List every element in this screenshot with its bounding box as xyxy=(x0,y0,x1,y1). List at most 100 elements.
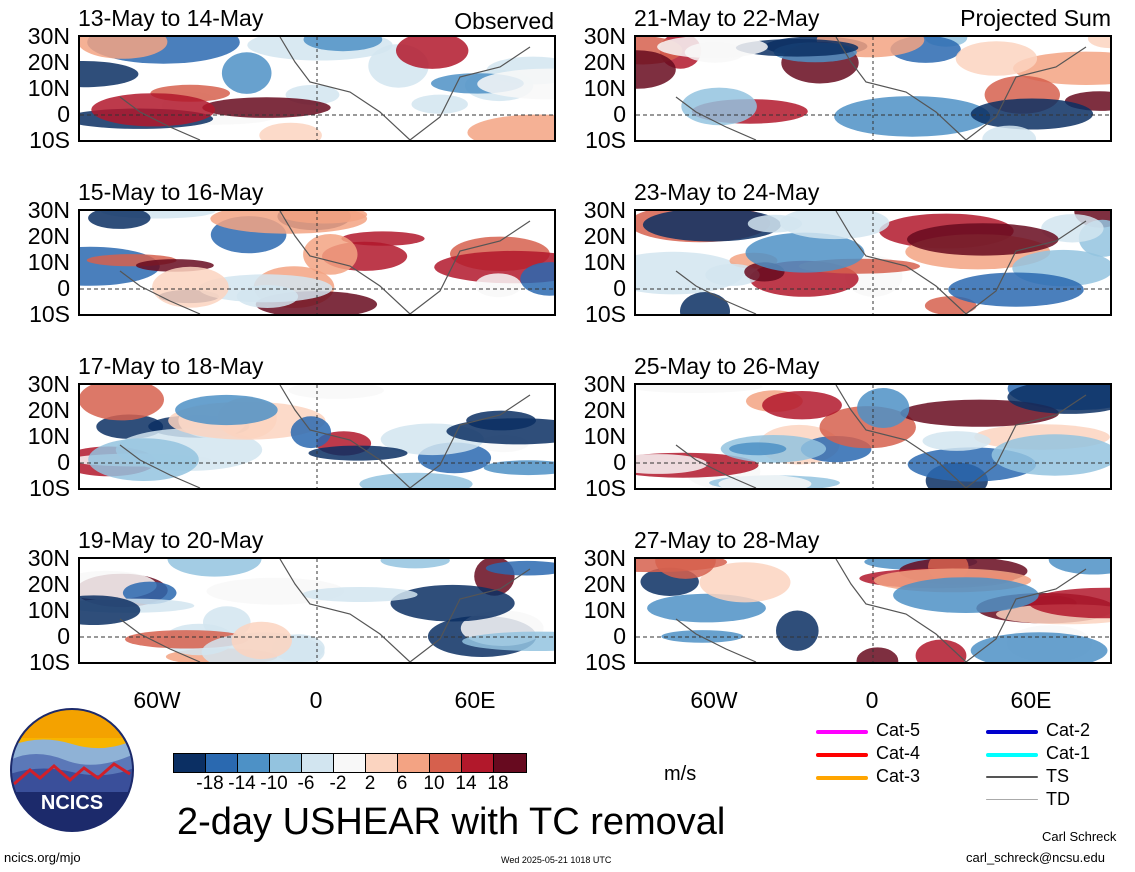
shear-anomaly-blob xyxy=(467,114,554,140)
colorbar-swatch xyxy=(238,754,270,772)
lat-label-right-3-30n: 30N xyxy=(583,371,626,397)
coastline xyxy=(675,211,1087,314)
shear-anomaly-blob xyxy=(982,125,1037,140)
shear-anomaly-blob xyxy=(411,94,468,114)
lat-label-right-3-20n: 20N xyxy=(583,397,626,423)
shear-anomaly-blob xyxy=(1087,37,1110,49)
colorbar-tick-label: 2 xyxy=(364,773,376,794)
lat-label-left-2-30n: 30N xyxy=(27,197,70,223)
colorbar-swatch xyxy=(270,754,302,772)
wind-shear-field xyxy=(636,559,1110,662)
map-panel-left-2 xyxy=(78,209,556,316)
shear-anomaly-blob xyxy=(303,37,383,52)
lat-label-right-3-10n: 10N xyxy=(583,423,626,449)
shear-anomaly-blob xyxy=(308,445,408,461)
footer-timestamp: Wed 2025-05-21 1018 UTC xyxy=(501,855,612,865)
colorbar-swatch xyxy=(206,754,238,772)
panel-title-left-3: 17-May to 18-May xyxy=(78,353,264,379)
lat-label-right-4-20n: 20N xyxy=(583,571,626,597)
lat-label-left-1-20n: 20N xyxy=(27,49,70,75)
panel-title-right-2: 23-May to 24-May xyxy=(634,179,820,205)
coastline xyxy=(119,385,531,488)
lon-label-60e-right: 60E xyxy=(1010,687,1052,713)
shear-anomaly-blob xyxy=(80,385,164,421)
lat-label-right-4-10s: 10S xyxy=(585,649,626,675)
shear-anomaly-blob xyxy=(303,234,358,275)
coastline xyxy=(675,385,1087,488)
lat-label-left-3-10n: 10N xyxy=(27,423,70,449)
coastline xyxy=(675,559,1087,662)
shear-anomaly-blob xyxy=(745,232,865,273)
lat-label-right-3-10s: 10S xyxy=(585,475,626,501)
ncics-logo: NCICS xyxy=(10,708,134,832)
shear-anomaly-blob xyxy=(236,285,299,308)
colorbar-swatch xyxy=(494,754,526,772)
legend-line-td xyxy=(986,799,1038,800)
figure-title: 2-day USHEAR with TC removal xyxy=(177,801,726,843)
lat-label-left-2-20n: 20N xyxy=(27,223,70,249)
colorbar-swatch xyxy=(174,754,206,772)
shear-anomaly-blob xyxy=(80,595,141,625)
wind-shear-field xyxy=(636,37,1110,140)
lat-label-left-4-30n: 30N xyxy=(27,545,70,571)
lat-label-right-2-20n: 20N xyxy=(583,223,626,249)
colorbar-swatch xyxy=(302,754,334,772)
shear-anomaly-blob xyxy=(924,296,977,314)
lat-label-left-4-10s: 10S xyxy=(29,649,70,675)
lat-label-left-2-10s: 10S xyxy=(29,301,70,327)
shear-anomaly-blob xyxy=(380,559,450,569)
lat-label-right-4-30n: 30N xyxy=(583,545,626,571)
legend-label-cat-2: Cat-2 xyxy=(1046,720,1091,740)
panel-title-right-4: 27-May to 28-May xyxy=(634,527,820,553)
shear-anomaly-blob xyxy=(636,50,676,89)
shear-anomaly-blob xyxy=(948,272,1084,307)
shear-anomaly-blob xyxy=(88,211,151,229)
lat-label-left-3-0: 0 xyxy=(57,449,70,475)
lon-label-0-left: 0 xyxy=(309,687,323,713)
shear-anomaly-blob xyxy=(1028,587,1110,619)
colorbar-tick-label: -18 xyxy=(196,773,224,794)
lat-label-right-1-10n: 10N xyxy=(583,75,626,101)
shear-anomaly-blob xyxy=(483,460,554,476)
shear-anomaly-blob xyxy=(122,581,177,605)
panel-tag-observed: Observed xyxy=(454,8,554,34)
coastline xyxy=(119,559,531,662)
legend-line-cat-1 xyxy=(986,753,1038,757)
legend-line-cat-3 xyxy=(816,776,868,780)
lat-label-left-4-0: 0 xyxy=(57,623,70,649)
map-panel-right-2 xyxy=(634,209,1112,316)
shear-anomaly-blob xyxy=(970,632,1108,662)
lat-label-left-2-0: 0 xyxy=(57,275,70,301)
legend-label-ts: TS xyxy=(1046,766,1070,786)
lon-label-0-right: 0 xyxy=(865,687,879,713)
shear-anomaly-blob xyxy=(856,647,899,662)
lat-label-right-4-0: 0 xyxy=(613,623,626,649)
shear-anomaly-blob xyxy=(280,211,368,224)
shear-anomaly-blob xyxy=(290,416,332,449)
shear-anomaly-blob xyxy=(390,584,515,622)
lat-label-right-2-30n: 30N xyxy=(583,197,626,223)
colorbar-swatch xyxy=(334,754,366,772)
colorbar-tick-label: 10 xyxy=(423,773,445,794)
colorbar-swatch xyxy=(462,754,494,772)
legend-label-cat-4: Cat-4 xyxy=(876,743,921,763)
shear-anomaly-blob xyxy=(231,621,292,660)
lat-label-right-2-10n: 10N xyxy=(583,249,626,275)
map-panel-left-3 xyxy=(78,383,556,490)
panel-title-left-2: 15-May to 16-May xyxy=(78,179,264,205)
legend-line-ts xyxy=(986,776,1038,778)
shear-anomaly-blob xyxy=(475,273,522,298)
shear-anomaly-blob xyxy=(922,431,991,451)
shear-anomaly-blob xyxy=(1007,385,1110,414)
map-panel-right-3 xyxy=(634,383,1112,490)
svg-text:NCICS: NCICS xyxy=(41,792,103,814)
legend-label-td: TD xyxy=(1046,789,1070,809)
coastline xyxy=(119,37,531,140)
lat-label-left-1-10s: 10S xyxy=(29,127,70,153)
shear-anomaly-blob xyxy=(991,434,1110,476)
shear-anomaly-blob xyxy=(152,266,229,308)
lat-label-left-1-0: 0 xyxy=(57,101,70,127)
lat-label-right-1-20n: 20N xyxy=(583,49,626,75)
map-panel-right-4 xyxy=(634,557,1112,664)
shear-anomaly-blob xyxy=(834,96,991,137)
